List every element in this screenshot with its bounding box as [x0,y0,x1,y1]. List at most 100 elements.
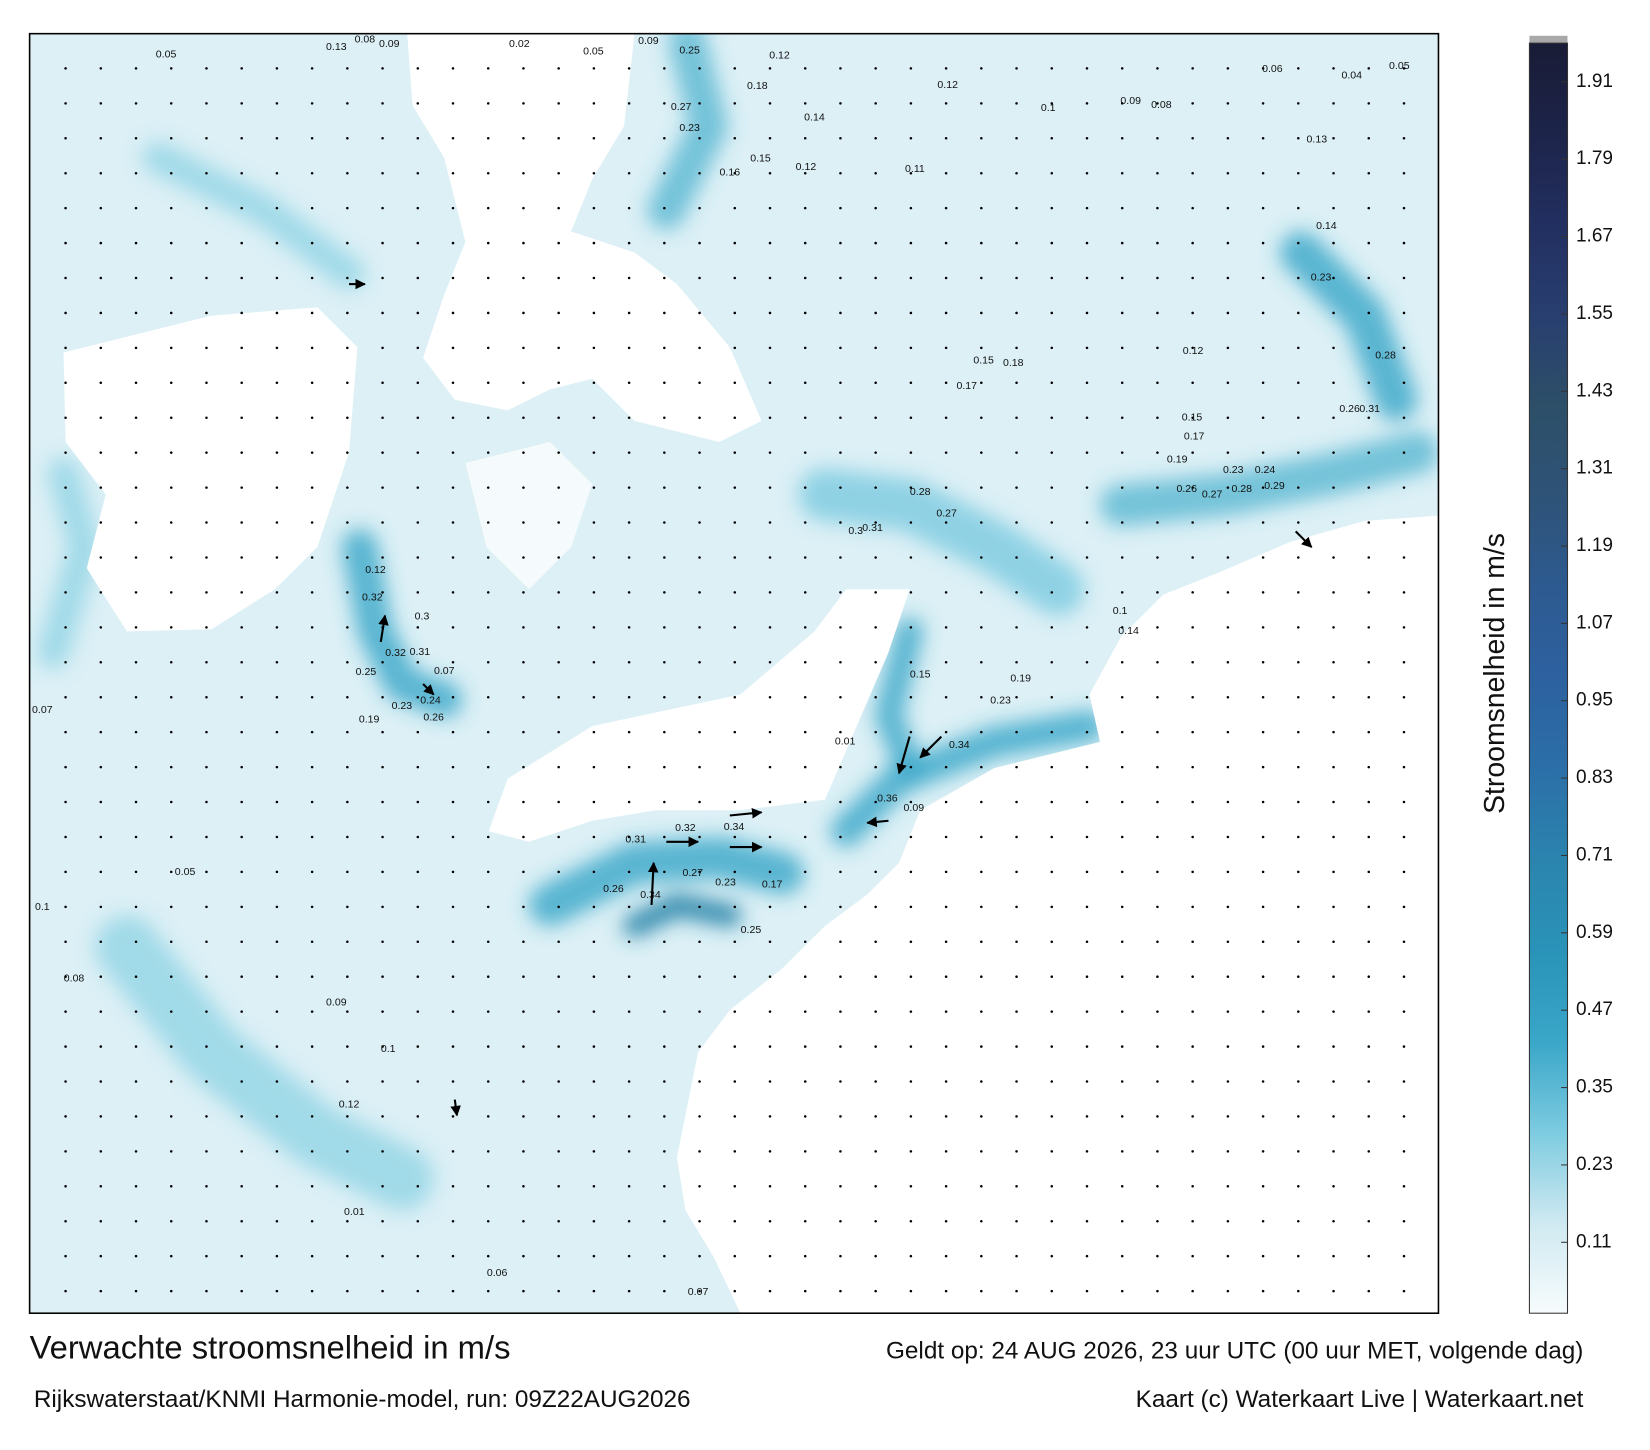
grid-dot [1191,67,1194,70]
grid-dot [522,800,525,804]
grid-dot [592,800,596,804]
grid-dot [592,276,596,280]
grid-dot [1191,206,1194,210]
grid-dot [909,521,913,524]
grid-dot [874,311,877,315]
grid-dot [99,346,103,350]
current-label: 0.31 [1359,403,1380,415]
grid-dot [803,102,807,105]
grid-dot [768,486,772,489]
grid-dot [1367,1150,1371,1153]
grid-dot [1015,1219,1018,1223]
grid-dot [768,730,772,734]
grid-dot [698,870,701,874]
grid-dot [663,1219,666,1223]
grid-dot [169,626,173,629]
grid-dot [698,765,701,769]
grid-dot [874,206,877,210]
grid-dot [310,1150,314,1153]
grid-dot [698,905,701,909]
grid-dot [1261,311,1265,315]
grid-dot [99,1219,103,1223]
grid-dot [1156,591,1159,594]
grid-dot [205,486,208,489]
grid-dot [1120,661,1124,664]
grid-dot [381,940,384,944]
grid-dot [451,276,455,280]
grid-dot [169,695,173,699]
grid-dot [1120,556,1124,559]
grid-dot [1120,171,1124,175]
grid-dot [451,1185,455,1188]
grid-dot [1156,765,1159,769]
grid-dot [627,1045,631,1048]
grid-dot [768,381,772,385]
grid-dot [275,276,279,280]
grid-dot [944,695,948,699]
grid-dot [839,486,842,489]
grid-dot [134,1254,138,1258]
grid-dot [205,311,208,315]
grid-dot [1332,870,1335,874]
grid-dot [733,1080,737,1083]
grid-dot [1261,695,1265,699]
current-label: 0.24 [1255,464,1276,476]
grid-dot [627,67,631,70]
grid-dot [1402,521,1406,524]
grid-dot [1367,276,1371,280]
grid-dot [627,800,631,804]
grid-dot [1120,102,1124,105]
grid-dot [1120,1010,1124,1013]
grid-dot [627,102,631,105]
grid-dot [1367,661,1371,664]
grid-dot [1367,171,1371,175]
grid-dot [1297,416,1300,420]
current-label: 0.3 [848,525,863,537]
grid-dot [522,1010,525,1013]
grid-dot [451,905,455,909]
grid-dot [451,1115,455,1118]
grid-dot [1120,486,1124,489]
grid-dot [733,591,737,594]
colorbar-cap [1529,35,1568,44]
grid-dot [416,1010,420,1013]
grid-dot [310,1289,314,1293]
grid-dot [486,311,490,315]
grid-dot [1085,381,1089,385]
grid-dot [1120,311,1124,315]
grid-dot [839,870,842,874]
grid-dot [1261,1185,1265,1188]
grid-dot [698,626,701,629]
grid-dot [557,1185,560,1188]
grid-dot [1261,381,1265,385]
grid-dot [381,171,384,175]
grid-dot [134,276,138,280]
current-label: 0.09 [379,38,400,50]
grid-dot [134,171,138,175]
grid-dot [64,940,67,944]
current-label: 0.09 [1120,95,1141,107]
grid-dot [1085,276,1089,280]
title: Verwachte stroomsnelheid in m/s [30,1329,511,1366]
grid-dot [381,1150,384,1153]
current-label: 0.02 [509,38,530,50]
grid-dot [874,591,877,594]
grid-dot [803,486,807,489]
grid-dot [768,171,772,175]
grid-dot [1085,1254,1089,1258]
grid-dot [768,835,772,839]
grid-dot [557,137,560,140]
grid-dot [1050,311,1054,315]
grid-dot [275,1150,279,1153]
grid-dot [768,765,772,769]
grid-dot [1402,486,1406,489]
grid-dot [1015,800,1018,804]
grid-dot [1261,940,1265,944]
grid-dot [1367,346,1371,350]
grid-dot [381,521,384,524]
grid-dot [205,206,208,210]
grid-dot [1367,695,1371,699]
grid-dot [944,1115,948,1118]
grid-dot [1015,381,1018,385]
grid-dot [1367,626,1371,629]
